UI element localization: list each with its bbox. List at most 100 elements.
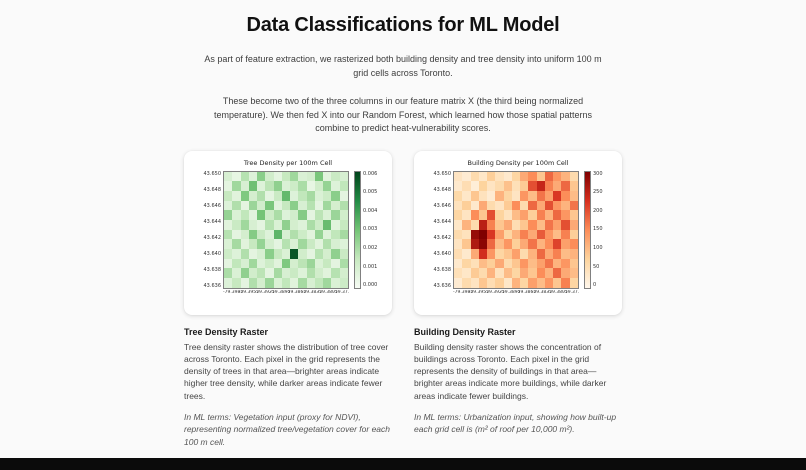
heatmap-cell [487, 171, 496, 182]
heatmap-cell [306, 258, 315, 269]
heatmap-cell [536, 200, 545, 211]
heatmap-cell [248, 239, 258, 249]
heatmap-cell [240, 277, 249, 288]
heatmap-cell [257, 200, 266, 211]
plot-column: -79.3985 -79.3955 -79.3925 -79.3895 -79.3865… [223, 170, 349, 298]
heatmap-cell [561, 171, 570, 182]
heatmap-cell [470, 181, 479, 191]
heatmap-cell [248, 190, 258, 201]
x-tick-label: -79.3775 [563, 289, 579, 295]
heatmap-cell [553, 190, 562, 201]
colorbar-tick-labels: 300 250 200 150 100 50 0 [591, 171, 609, 289]
heatmap-cell [454, 200, 463, 211]
description-columns: Tree Density Raster Tree density raster … [0, 327, 806, 449]
heatmap-cell [265, 239, 274, 249]
colorbar-tick-label: 0.002 [363, 245, 378, 252]
heatmap-cell [520, 210, 529, 220]
heatmap-cell [487, 277, 496, 288]
heatmap-cell [281, 171, 291, 182]
heatmap-cell [569, 200, 578, 211]
heatmap-cell [470, 277, 479, 288]
heatmap-cell [290, 181, 299, 191]
heatmap-cell [323, 181, 332, 191]
heatmap-cell [511, 239, 521, 249]
heatmap-cell [240, 210, 249, 220]
heatmap-cell [520, 229, 529, 240]
heatmap-cell [281, 229, 291, 240]
heatmap-cell [306, 277, 315, 288]
heatmap-cell [553, 277, 562, 288]
heatmap-cell [454, 268, 463, 278]
heatmap-cell [240, 171, 249, 182]
heatmap-cell [224, 268, 233, 278]
heatmap-cell [520, 200, 529, 211]
heatmap-cell [511, 200, 521, 211]
heatmap-cell [495, 229, 504, 240]
heatmap-cell [520, 181, 529, 191]
heatmap-cell [536, 210, 545, 220]
heatmap-cell [553, 229, 562, 240]
heatmap-cell [544, 268, 554, 278]
intro-paragraph-2: These become two of the three columns in… [213, 96, 593, 133]
heatmap-cell [561, 181, 570, 191]
heatmap-cell [314, 171, 324, 182]
x-tick-label: -79.3895 [500, 289, 521, 295]
heatmap-cell [306, 171, 315, 182]
heatmap-cell [248, 277, 258, 288]
heatmap-cell [273, 200, 282, 211]
heatmap-cell [273, 229, 282, 240]
heatmap-cell [478, 171, 488, 182]
heatmap-cell [339, 248, 348, 259]
heatmap-cell [495, 171, 504, 182]
heatmap-cell [495, 277, 504, 288]
heatmap-cell [248, 200, 258, 211]
heatmap-cell [224, 258, 233, 269]
heatmap-cell [331, 277, 340, 288]
heatmap-cell [454, 239, 463, 249]
heatmap-cell [298, 210, 307, 220]
heatmap-cell [478, 181, 488, 191]
heatmap-cell [224, 277, 233, 288]
heatmap-cell [495, 258, 504, 269]
heatmap-cell [314, 229, 324, 240]
heatmap-cell [511, 258, 521, 269]
colorbar-tick-label: 50 [593, 263, 600, 270]
colorbar-tick-label: 0.006 [363, 170, 378, 177]
heatmap-cell [511, 219, 521, 230]
heatmap-cell [240, 219, 249, 230]
heatmap-cell [339, 268, 348, 278]
heatmap-cell [298, 277, 307, 288]
y-tick-label: 43.648 [203, 186, 222, 193]
heatmap-cell [273, 210, 282, 220]
heatmap-cell [478, 229, 488, 240]
colorbar-gradient [354, 170, 361, 289]
heatmap-cell [232, 200, 241, 211]
heatmap-cell [462, 268, 471, 278]
heatmap-plot-area [453, 170, 579, 289]
heatmap-cell [257, 171, 266, 182]
heatmap-cell [536, 248, 545, 259]
colorbar-tick-label: 200 [593, 207, 603, 214]
heatmap-cell [281, 268, 291, 278]
heatmap-cell [553, 171, 562, 182]
tree-density-section: Tree Density Raster Tree density raster … [184, 327, 392, 449]
x-tick-label: -79.3775 [333, 289, 349, 295]
heatmap-cell [314, 181, 324, 191]
x-tick-label: -79.3955 [468, 289, 489, 295]
plot-column: -79.3985 -79.3955 -79.3925 -79.3895 -79.3865… [453, 170, 579, 298]
heatmap-cell [314, 277, 324, 288]
heatmap-cell [290, 277, 299, 288]
x-tick-label: -79.3805 [317, 289, 338, 295]
heatmap-cell [487, 219, 496, 230]
heatmap-cell [257, 268, 266, 278]
heatmap-cell [298, 171, 307, 182]
y-tick-label: 43.650 [433, 170, 452, 177]
heatmap-cell [503, 171, 512, 182]
heatmap-cell [503, 181, 512, 191]
heatmap-cell [544, 210, 554, 220]
x-tick-label: -79.3865 [516, 289, 537, 295]
heatmap-cell [561, 190, 570, 201]
heatmap-cell [470, 268, 479, 278]
heatmap-cell [257, 277, 266, 288]
colorbar-tick-label: 0.000 [363, 282, 378, 289]
